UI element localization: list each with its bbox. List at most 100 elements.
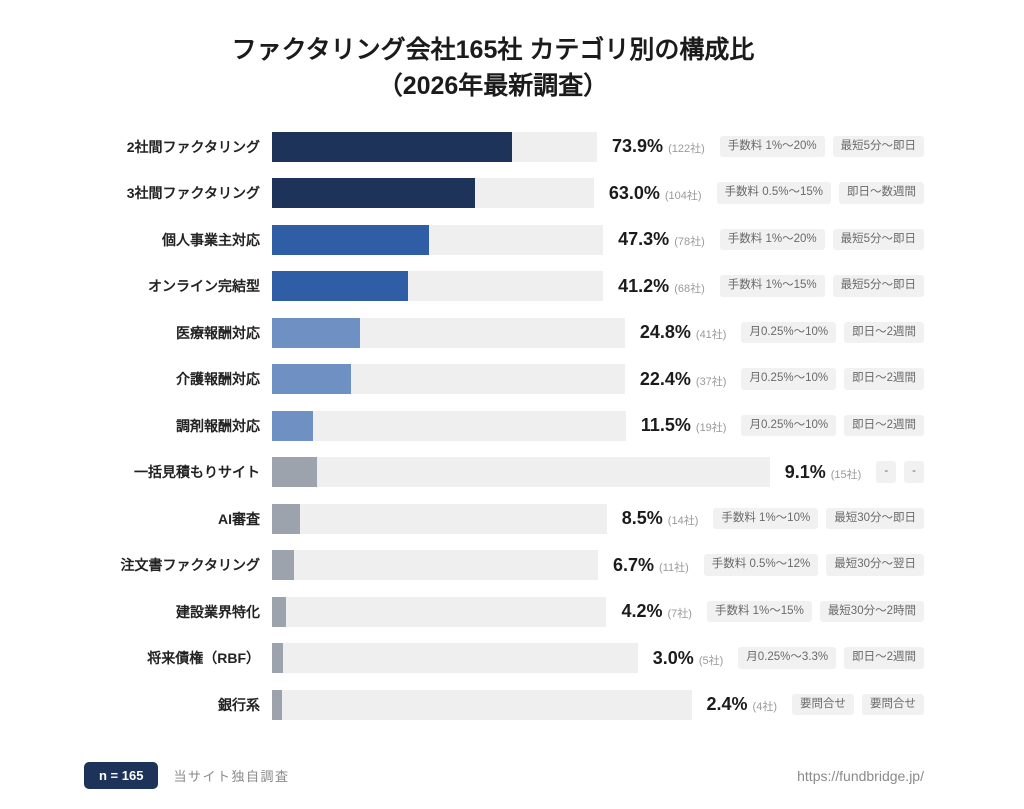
bar-fill bbox=[272, 131, 513, 162]
fee-tag: 手数料 1%〜20% bbox=[719, 228, 825, 251]
bar-fill bbox=[272, 643, 283, 673]
chart-row: 建設業界特化 4.2% (7社) 手数料 1%〜15% 最短30分〜2時間 bbox=[62, 596, 924, 627]
bar-track bbox=[272, 457, 770, 487]
row-tags: 手数料 1%〜20% 最短5分〜即日 bbox=[719, 228, 924, 251]
chart-row: 一括見積もりサイト 9.1% (15社) - - bbox=[62, 457, 924, 487]
bar-fill bbox=[272, 503, 301, 534]
row-tags: 月0.25%〜10% 即日〜2週間 bbox=[741, 368, 924, 390]
speed-tag: 最短5分〜即日 bbox=[832, 135, 924, 158]
bar-track bbox=[272, 178, 594, 208]
speed-tag: 即日〜2週間 bbox=[844, 321, 924, 344]
chart-row: 3社間ファクタリング 63.0% (104社) 手数料 0.5%〜15% 即日〜… bbox=[62, 178, 924, 208]
chart-row: 個人事業主対応 47.3% (78社) 手数料 1%〜20% 最短5分〜即日 bbox=[62, 224, 924, 255]
speed-tag: 最短5分〜即日 bbox=[832, 275, 924, 297]
row-tags: 月0.25%〜10% 即日〜2週間 bbox=[741, 414, 924, 437]
fee-tag: 要問合せ bbox=[792, 693, 854, 716]
row-tags: 月0.25%〜10% 即日〜2週間 bbox=[741, 321, 924, 344]
speed-tag: 即日〜2週間 bbox=[844, 414, 924, 437]
percent-value: 63.0% bbox=[608, 182, 660, 203]
category-label: 将来債権（RBF） bbox=[147, 650, 260, 666]
bar-fill bbox=[272, 317, 360, 348]
company-count: (11社) bbox=[659, 561, 689, 574]
company-count: (78社) bbox=[674, 236, 705, 248]
fee-tag: 手数料 1%〜15% bbox=[719, 275, 825, 297]
row-tags: 手数料 0.5%〜15% 即日〜数週間 bbox=[716, 182, 924, 204]
bar-fill bbox=[272, 689, 283, 720]
company-count: (68社) bbox=[674, 282, 705, 295]
row-tags: 手数料 1%〜15% 最短5分〜即日 bbox=[719, 275, 924, 297]
category-label: AI審査 bbox=[218, 510, 260, 527]
company-count: (41社) bbox=[695, 329, 727, 341]
fee-tag: 月0.25%〜10% bbox=[741, 368, 837, 390]
sample-size-badge: n = 165 bbox=[84, 762, 159, 789]
percent-value: 24.8% bbox=[639, 322, 691, 342]
bar-track bbox=[272, 550, 598, 580]
percent-value: 4.2% bbox=[621, 601, 663, 621]
bar-chart: 2社間ファクタリング 73.9% (122社) 手数料 1%〜20% 最短5分〜… bbox=[62, 131, 924, 720]
company-count: (37社) bbox=[695, 375, 727, 388]
category-label: 建設業界特化 bbox=[176, 603, 260, 620]
bar-track bbox=[272, 317, 625, 348]
value-group: 63.0% (104社) bbox=[609, 183, 702, 204]
company-count: (5社) bbox=[698, 654, 724, 667]
value-group: 2.4% (4社) bbox=[707, 694, 777, 715]
source-note: 当サイト独自調査 bbox=[173, 769, 290, 784]
speed-tag: 即日〜数週間 bbox=[839, 182, 924, 204]
percent-value: 47.3% bbox=[618, 229, 670, 249]
value-group: 11.5% (19社) bbox=[641, 415, 727, 436]
fee-tag: 手数料 1%〜20% bbox=[719, 135, 825, 158]
category-label: オンライン完結型 bbox=[148, 278, 260, 294]
percent-value: 22.4% bbox=[639, 368, 691, 389]
company-count: (7社) bbox=[667, 608, 692, 620]
bar-fill bbox=[272, 364, 352, 394]
fee-tag: 手数料 1%〜10% bbox=[713, 507, 819, 530]
row-tags: 月0.25%〜3.3% 即日〜2週間 bbox=[738, 647, 924, 669]
percent-value: 6.7% bbox=[612, 554, 655, 575]
chart-row: 介護報酬対応 22.4% (37社) 月0.25%〜10% 即日〜2週間 bbox=[62, 364, 924, 394]
speed-tag: 要問合せ bbox=[862, 693, 924, 716]
speed-tag: 最短30分〜2時間 bbox=[819, 600, 924, 623]
row-tags: 要問合せ 要問合せ bbox=[792, 693, 924, 716]
value-group: 9.1% (15社) bbox=[785, 462, 862, 483]
page-title-line1: ファクタリング会社165社 カテゴリ別の構成比 bbox=[231, 36, 755, 64]
value-group: 22.4% (37社) bbox=[640, 369, 727, 390]
chart-row: 将来債権（RBF） 3.0% (5社) 月0.25%〜3.3% 即日〜2週間 bbox=[62, 643, 924, 673]
category-label: 3社間ファクタリング bbox=[126, 185, 260, 201]
row-tags: 手数料 1%〜15% 最短30分〜2時間 bbox=[706, 600, 924, 623]
company-count: (4社) bbox=[752, 701, 777, 713]
value-group: 41.2% (68社) bbox=[618, 276, 705, 297]
speed-tag: 最短30分〜即日 bbox=[826, 507, 924, 530]
bar-track bbox=[272, 410, 626, 441]
chart-row: 調剤報酬対応 11.5% (19社) 月0.25%〜10% 即日〜2週間 bbox=[62, 410, 924, 441]
bar-fill bbox=[272, 271, 409, 301]
bar-track bbox=[272, 503, 607, 534]
category-label: 銀行系 bbox=[218, 696, 260, 713]
page-title-line2: （2026年最新調査） bbox=[377, 72, 609, 101]
category-label: 個人事業主対応 bbox=[162, 231, 260, 248]
percent-value: 3.0% bbox=[652, 647, 694, 668]
bar-fill bbox=[272, 596, 287, 627]
value-group: 73.9% (122社) bbox=[612, 136, 705, 157]
speed-tag: 即日〜2週間 bbox=[844, 368, 924, 390]
speed-tag: 即日〜2週間 bbox=[844, 647, 924, 669]
percent-value: 11.5% bbox=[640, 415, 691, 435]
category-label: 注文書ファクタリング bbox=[120, 557, 260, 573]
site-url: https://fundbridge.jp/ bbox=[797, 767, 924, 784]
fee-tag: 月0.25%〜10% bbox=[741, 414, 837, 437]
row-tags: 手数料 1%〜20% 最短5分〜即日 bbox=[719, 135, 924, 158]
bar-fill bbox=[272, 457, 318, 487]
footer: n = 165 当サイト独自調査 https://fundbridge.jp/ bbox=[62, 762, 924, 789]
bar-fill bbox=[272, 224, 429, 255]
bar-track bbox=[272, 131, 598, 162]
value-group: 4.2% (7社) bbox=[621, 601, 691, 622]
fee-tag: - bbox=[876, 461, 897, 483]
speed-tag: 最短30分〜翌日 bbox=[826, 554, 924, 576]
percent-value: 41.2% bbox=[618, 275, 670, 296]
row-tags: - - bbox=[876, 461, 924, 483]
chart-row: 注文書ファクタリング 6.7% (11社) 手数料 0.5%〜12% 最短30分… bbox=[62, 550, 924, 580]
bar-track bbox=[272, 364, 625, 394]
speed-tag: 最短5分〜即日 bbox=[832, 228, 924, 251]
row-tags: 手数料 0.5%〜12% 最短30分〜翌日 bbox=[703, 554, 924, 576]
company-count: (14社) bbox=[667, 515, 699, 527]
